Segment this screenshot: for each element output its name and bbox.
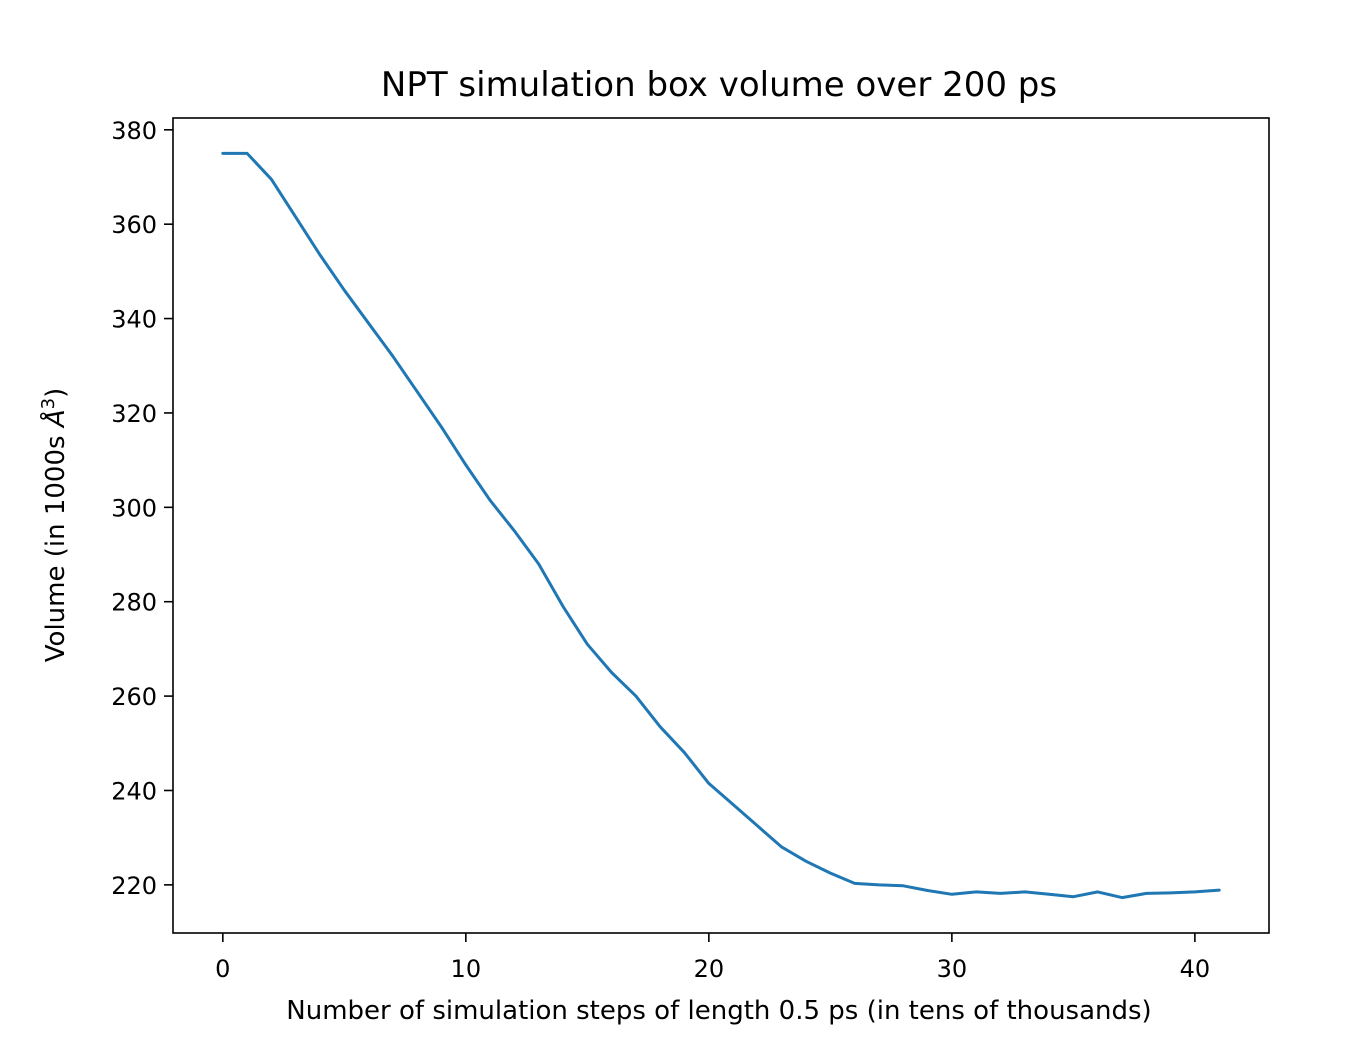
- y-tick-label: 260: [111, 683, 157, 711]
- y-axis-label-unit: Å: [39, 409, 71, 429]
- y-axis-label: Volume (in 1000s Å3): [38, 388, 71, 662]
- series-line-0: [221, 151, 1221, 900]
- x-axis-label: Number of simulation steps of length 0.5…: [286, 996, 1151, 1026]
- x-tick-label: 10: [451, 955, 482, 983]
- y-tick-label: 300: [111, 494, 157, 522]
- y-tick-label: 340: [111, 306, 157, 334]
- x-tick-label: 0: [215, 955, 230, 983]
- x-tick-label: 40: [1180, 955, 1211, 983]
- y-tick-label: 220: [111, 872, 157, 900]
- x-tick-label: 30: [937, 955, 968, 983]
- y-tick-label: 280: [111, 589, 157, 617]
- x-tick-label: 20: [694, 955, 725, 983]
- y-tick-label: 380: [111, 117, 157, 145]
- y-axis-ticks: 220 240 260 280 300 320 340 360 380: [111, 117, 173, 900]
- y-axis-label-prefix: Volume (in 1000s: [41, 427, 71, 662]
- chart-title: NPT simulation box volume over 200 ps: [381, 65, 1057, 105]
- plot-area: 0 10 20 30 40 220 240 260 280 300 320 340 360 380: [111, 117, 1270, 983]
- y-tick-label: 320: [111, 400, 157, 428]
- y-axis-label-suffix: ): [41, 388, 71, 398]
- x-axis-ticks: 0 10 20 30 40: [215, 933, 1210, 983]
- y-tick-label: 240: [111, 777, 157, 805]
- y-axis-label-exponent: 3: [38, 398, 59, 409]
- plot-frame: [172, 117, 1270, 934]
- y-tick-label: 360: [111, 211, 157, 239]
- series-layer: [221, 151, 1221, 900]
